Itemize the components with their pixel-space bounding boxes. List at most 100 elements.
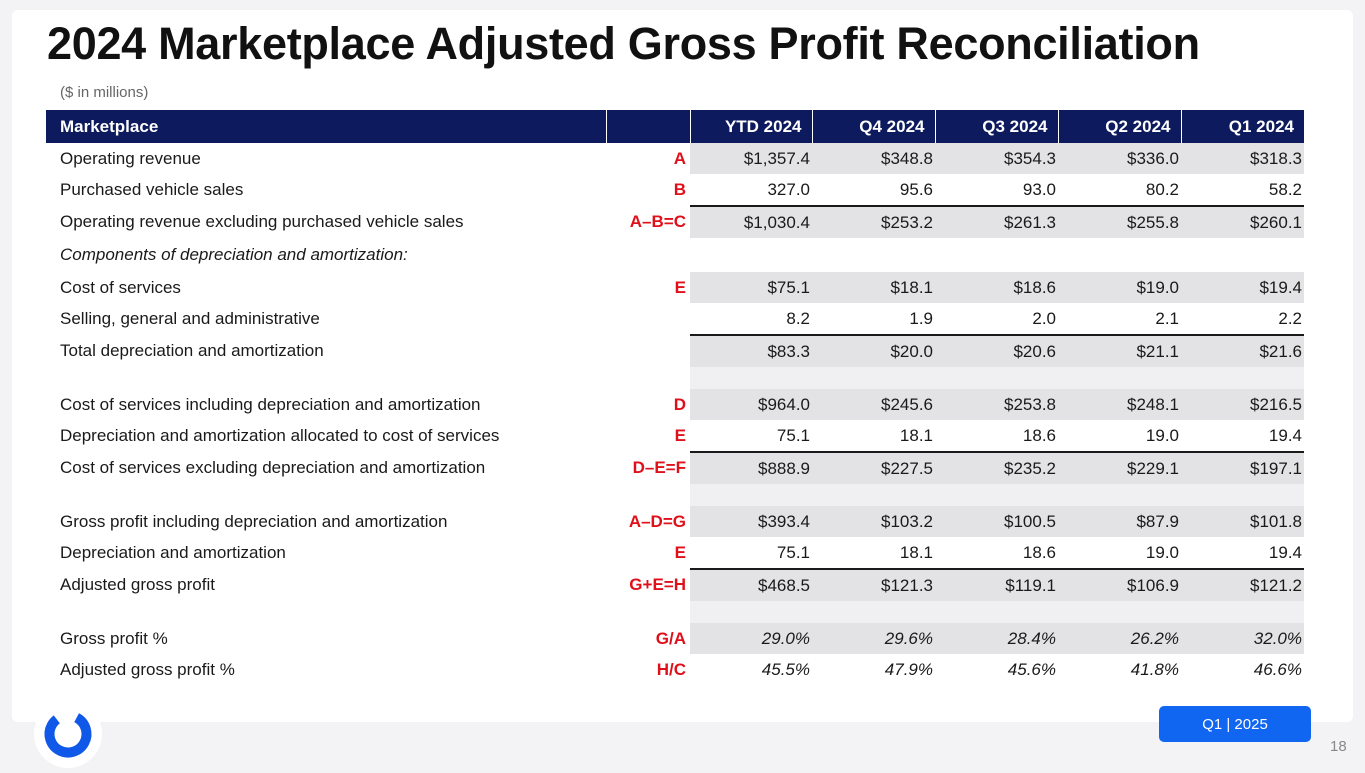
- row-value: $964.0: [690, 389, 812, 420]
- row-value: $1,030.4: [690, 205, 812, 238]
- row-value: 80.2: [1145, 179, 1179, 199]
- row-label: Cost of services excluding depreciation …: [60, 458, 486, 477]
- row-ref: E: [674, 426, 686, 445]
- row-value: 75.1: [776, 425, 810, 445]
- row-label: Gross profit %: [60, 628, 168, 648]
- row-ref: B: [673, 180, 686, 199]
- spacer-row: [46, 367, 1304, 389]
- row-ref: A–D=G: [628, 511, 686, 531]
- table-row: Cost of services including depreciation …: [46, 389, 1304, 420]
- row-label: Total depreciation and amortization: [60, 341, 324, 360]
- row-value: $21.6: [1181, 334, 1304, 367]
- row-value: $354.3: [935, 143, 1058, 174]
- row-value: $19.0: [1058, 272, 1181, 303]
- table-row: Operating revenue A $1,357.4 $348.8 $354…: [46, 143, 1304, 174]
- row-label: Cost of services including depreciation …: [60, 394, 481, 414]
- page-number: 18: [1330, 738, 1347, 755]
- row-value: $255.8: [1058, 205, 1181, 238]
- table-row: Selling, general and administrative 8.2 …: [46, 303, 1304, 335]
- row-value: 26.2%: [1058, 623, 1181, 654]
- row-value: 1.9: [909, 308, 933, 328]
- section-heading-text: Components of depreciation and amortizat…: [60, 245, 404, 264]
- row-ref: D: [673, 394, 686, 414]
- row-value: 18.1: [899, 542, 933, 562]
- row-value: $253.8: [935, 389, 1058, 420]
- row-value: 2.0: [1032, 308, 1056, 328]
- row-ref: [606, 303, 690, 335]
- row-value: $19.4: [1181, 272, 1304, 303]
- row-value: 29.6%: [812, 623, 935, 654]
- reconciliation-table: Marketplace YTD 2024 Q4 2024 Q3 2024 Q2 …: [46, 110, 1304, 685]
- row-ref: E: [674, 277, 686, 297]
- header-q4-2024: Q4 2024: [811, 110, 935, 143]
- row-value: 19.4: [1268, 542, 1302, 562]
- row-label: Purchased vehicle sales: [60, 180, 244, 199]
- row-ref: G/A: [655, 628, 686, 648]
- row-value: 32.0%: [1181, 623, 1304, 654]
- row-value: $106.9: [1058, 568, 1181, 601]
- table-row: Gross profit including depreciation and …: [46, 506, 1304, 537]
- row-value: $393.4: [690, 506, 812, 537]
- spacer-row: [46, 484, 1304, 506]
- header-ref: [605, 110, 690, 143]
- row-label: Adjusted gross profit: [60, 575, 215, 594]
- row-value: $336.0: [1058, 143, 1181, 174]
- table-row: Adjusted gross profit G+E=H $468.5 $121.…: [46, 568, 1304, 601]
- table-row: Depreciation and amortization allocated …: [46, 420, 1304, 452]
- row-value: $245.6: [812, 389, 935, 420]
- header-q1-2024: Q1 2024: [1180, 110, 1304, 143]
- section-heading-colon: :: [403, 245, 408, 264]
- table-header-row: Marketplace YTD 2024 Q4 2024 Q3 2024 Q2 …: [46, 110, 1304, 143]
- row-value: $253.2: [812, 205, 935, 238]
- row-value: $101.8: [1181, 506, 1304, 537]
- row-ref: D–E=F: [632, 458, 686, 477]
- row-value: $75.1: [690, 272, 812, 303]
- row-value: $83.3: [690, 334, 812, 367]
- row-ref: [606, 335, 690, 367]
- row-value: 46.6%: [1253, 659, 1302, 679]
- row-value: $229.1: [1058, 451, 1181, 484]
- row-label: Operating revenue: [60, 148, 201, 168]
- row-value: $20.0: [812, 334, 935, 367]
- row-value: $348.8: [812, 143, 935, 174]
- table-row: Gross profit % G/A 29.0% 29.6% 28.4% 26.…: [46, 623, 1304, 654]
- row-ref: H/C: [656, 659, 686, 679]
- row-label: Operating revenue excluding purchased ve…: [60, 212, 464, 231]
- row-value: 327.0: [767, 179, 810, 199]
- row-label: Cost of services: [60, 277, 181, 297]
- row-value: 45.5%: [761, 659, 810, 679]
- row-value: 75.1: [776, 542, 810, 562]
- section-row: Components of depreciation and amortizat…: [46, 238, 1304, 272]
- row-value: 8.2: [786, 308, 810, 328]
- row-value: $248.1: [1058, 389, 1181, 420]
- table-row: Adjusted gross profit % H/C 45.5% 47.9% …: [46, 654, 1304, 685]
- page-title: 2024 Marketplace Adjusted Gross Profit R…: [47, 18, 1200, 69]
- table-row: Cost of services E $75.1 $18.1 $18.6 $19…: [46, 272, 1304, 303]
- row-value: $103.2: [812, 506, 935, 537]
- row-value: 19.0: [1145, 542, 1179, 562]
- row-value: $261.3: [935, 205, 1058, 238]
- header-marketplace: Marketplace: [46, 110, 606, 143]
- row-value: $18.1: [812, 272, 935, 303]
- row-ref: E: [674, 543, 686, 562]
- row-value: $318.3: [1181, 143, 1304, 174]
- period-badge: Q1 | 2025: [1159, 706, 1311, 742]
- row-ref: G+E=H: [629, 575, 686, 594]
- row-value: 19.4: [1268, 425, 1302, 445]
- row-value: $87.9: [1058, 506, 1181, 537]
- row-value: 19.0: [1145, 425, 1179, 445]
- row-value: 18.1: [899, 425, 933, 445]
- row-value: 18.6: [1022, 542, 1056, 562]
- table-row: Purchased vehicle sales B 327.0 95.6 93.…: [46, 174, 1304, 206]
- row-value: 45.6%: [1007, 659, 1056, 679]
- row-value: 2.1: [1155, 308, 1179, 328]
- row-value: $121.3: [812, 568, 935, 601]
- header-q2-2024: Q2 2024: [1057, 110, 1181, 143]
- page-subtitle: ($ in millions): [60, 84, 149, 101]
- table-row: Total depreciation and amortization $83.…: [46, 334, 1304, 367]
- row-value: $121.2: [1181, 568, 1304, 601]
- table-row: Depreciation and amortization E 75.1 18.…: [46, 537, 1304, 569]
- row-value: $100.5: [935, 506, 1058, 537]
- row-value: 2.2: [1278, 308, 1302, 328]
- row-value: 28.4%: [935, 623, 1058, 654]
